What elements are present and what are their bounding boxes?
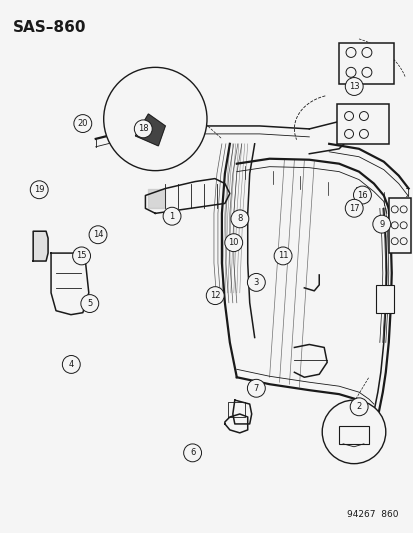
Circle shape [321,400,385,464]
Text: 11: 11 [277,252,287,261]
Circle shape [163,207,180,225]
Text: 8: 8 [237,214,242,223]
Text: 5: 5 [87,299,92,308]
Bar [336,104,388,144]
Text: 4: 4 [69,360,74,369]
Text: 9: 9 [378,220,383,229]
Text: 17: 17 [348,204,358,213]
Circle shape [247,273,265,292]
Circle shape [103,67,206,171]
Text: 15: 15 [76,252,87,261]
Text: 3: 3 [253,278,259,287]
Text: 6: 6 [190,448,195,457]
Text: 10: 10 [228,238,238,247]
Circle shape [353,186,370,204]
Text: 12: 12 [209,291,220,300]
Circle shape [372,215,390,233]
Text: 7: 7 [253,384,259,393]
Bar [338,43,393,84]
Text: 18: 18 [138,124,148,133]
Text: 20: 20 [77,119,88,128]
Text: 94267  860: 94267 860 [347,510,398,519]
Polygon shape [33,231,48,261]
Circle shape [81,295,99,312]
Circle shape [74,115,92,133]
Circle shape [72,247,90,265]
Polygon shape [135,114,165,146]
Text: 1: 1 [169,212,174,221]
Circle shape [247,379,265,397]
Circle shape [344,199,362,217]
Text: 14: 14 [93,230,103,239]
Circle shape [206,287,223,304]
Circle shape [230,210,248,228]
Circle shape [89,226,107,244]
Circle shape [349,398,367,416]
Circle shape [134,120,152,138]
Text: SAS–860: SAS–860 [13,20,87,35]
Bar [388,198,410,253]
Text: 2: 2 [356,402,361,411]
Text: 19: 19 [34,185,44,194]
Circle shape [224,234,242,252]
Bar [338,426,368,444]
Circle shape [344,78,362,95]
Bar [375,285,393,313]
Circle shape [183,444,201,462]
Text: 16: 16 [356,190,367,199]
Circle shape [30,181,48,199]
Circle shape [273,247,291,265]
Text: 13: 13 [348,82,358,91]
Circle shape [62,356,80,374]
